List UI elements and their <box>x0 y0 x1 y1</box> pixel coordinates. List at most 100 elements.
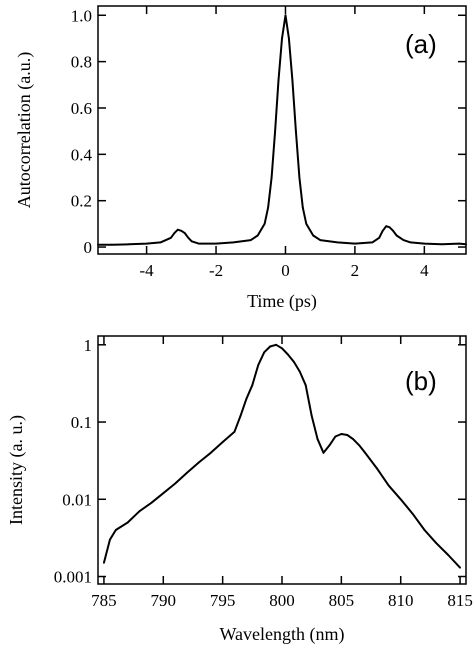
data-point <box>232 241 235 244</box>
x-tick-label: 785 <box>91 591 117 610</box>
data-point <box>269 345 271 348</box>
y-tick-label: 1 <box>84 336 93 355</box>
data-point <box>312 234 315 237</box>
data-point <box>257 364 260 366</box>
data-point <box>287 353 289 356</box>
data-point <box>174 482 177 485</box>
data-point <box>328 444 331 447</box>
data-point <box>239 415 242 417</box>
data-point <box>209 451 212 454</box>
data-point <box>458 242 460 245</box>
x-tick-label: 795 <box>210 591 236 610</box>
y-tick-label: 0.001 <box>54 568 92 587</box>
data-point <box>109 538 111 541</box>
data-point <box>409 241 412 244</box>
y-tick-label: 1.0 <box>71 6 92 25</box>
y-tick-label: 0.2 <box>71 192 92 211</box>
data-point <box>387 484 390 487</box>
data-point <box>295 130 297 133</box>
x-tick-label: 4 <box>420 261 429 280</box>
data-point <box>423 242 426 245</box>
data-point <box>288 37 290 40</box>
data-point <box>170 236 172 239</box>
data-point <box>358 444 361 447</box>
data-point <box>190 240 193 243</box>
data-point <box>395 234 398 237</box>
data-point <box>346 434 349 436</box>
data-point <box>274 130 276 133</box>
data-point <box>354 242 356 245</box>
y-ticks-a: 0 0.2 0.4 0.6 0.8 1.0 <box>71 6 466 257</box>
y-tick-label: 0.01 <box>62 490 92 509</box>
data-point <box>126 521 129 524</box>
data-point <box>180 229 183 232</box>
series-b <box>102 343 461 569</box>
x-tick-label: 805 <box>329 591 355 610</box>
data-point <box>159 241 162 244</box>
data-point <box>459 566 461 569</box>
data-point <box>270 176 273 179</box>
panel-a: -4 -2 0 2 4 0 0.2 0.4 0.6 0.8 1.0 (a) Time (ps) A… <box>14 5 467 312</box>
data-point <box>198 461 200 464</box>
data-point <box>176 228 179 231</box>
panel-label-b: (b) <box>405 366 437 396</box>
series-a <box>97 14 467 246</box>
x-axis-title-b: Wavelength (nm) <box>219 624 344 645</box>
y-tick-label: 0.1 <box>71 413 92 432</box>
data-point <box>305 223 308 225</box>
data-point <box>281 37 283 40</box>
data-point <box>138 510 141 513</box>
data-point <box>304 384 307 387</box>
data-point <box>233 430 236 433</box>
data-point <box>423 529 426 531</box>
data-point <box>381 229 384 232</box>
data-point <box>267 206 269 209</box>
data-point <box>402 239 405 242</box>
x-tick-label: -4 <box>140 261 155 280</box>
data-point <box>364 451 366 454</box>
data-point <box>114 529 117 531</box>
data-point <box>310 415 313 417</box>
data-point <box>281 347 283 350</box>
x-tick-label: 0 <box>281 261 290 280</box>
data-point <box>162 492 165 495</box>
x-tick-label: 790 <box>151 591 177 610</box>
data-point <box>447 554 450 556</box>
data-point <box>336 241 339 244</box>
data-point <box>385 225 388 228</box>
data-point <box>183 232 186 235</box>
data-point <box>173 232 176 235</box>
panel-label-a: (a) <box>405 29 437 59</box>
data-point <box>97 243 99 246</box>
data-point <box>411 512 414 515</box>
data-point <box>291 79 294 82</box>
data-point <box>301 206 304 209</box>
data-point <box>440 243 443 246</box>
data-point <box>245 397 248 400</box>
y-axis-title-a: Autocorrelation (a.u.) <box>14 52 35 208</box>
data-point <box>263 351 266 354</box>
data-point <box>150 501 153 504</box>
data-point <box>376 467 378 470</box>
data-point <box>392 229 394 232</box>
data-point <box>399 498 402 501</box>
data-point <box>465 243 467 246</box>
data-point <box>277 79 280 82</box>
x-tick-label: -2 <box>209 261 223 280</box>
data-point <box>186 471 188 474</box>
data-point <box>263 223 266 225</box>
data-point <box>319 239 322 242</box>
data-point <box>316 438 319 441</box>
x-tick-label: 810 <box>388 591 414 610</box>
data-point <box>340 433 343 435</box>
data-point <box>249 239 252 242</box>
data-point <box>221 441 224 443</box>
data-point <box>388 226 391 229</box>
y-tick-label: 0.8 <box>71 53 92 72</box>
data-point <box>275 343 277 346</box>
data-point <box>322 451 325 454</box>
x-tick-label: 815 <box>447 591 473 610</box>
data-point <box>145 242 148 245</box>
